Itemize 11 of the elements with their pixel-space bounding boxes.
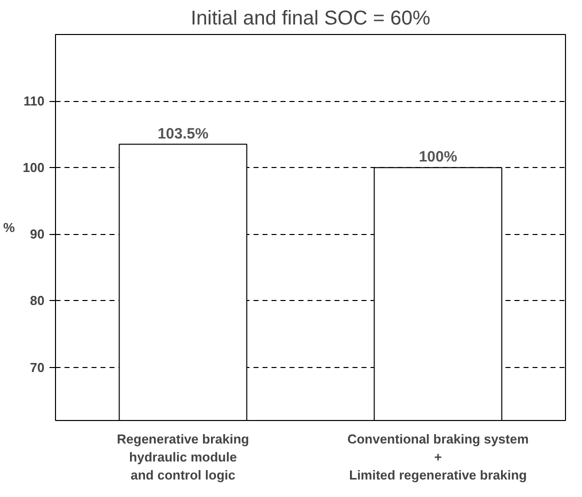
- y-tick-label: 90: [30, 226, 45, 242]
- data-label: 100%: [418, 148, 458, 166]
- y-tick-label: 110: [24, 94, 45, 109]
- chart-title: Initial and final SOC = 60%: [190, 8, 431, 30]
- y-tick-label: 100: [22, 160, 45, 176]
- y-axis-title: %: [3, 220, 16, 235]
- x-tick-label: Conventional braking system + Limited regenerative braking: [347, 432, 529, 482]
- y-tick-label: 70: [30, 360, 45, 375]
- data-label: 103.5%: [158, 125, 208, 142]
- y-tick-label: 80: [30, 293, 45, 308]
- x-tick-label: Regenerative braking hydraulic module and control logic: [116, 432, 250, 482]
